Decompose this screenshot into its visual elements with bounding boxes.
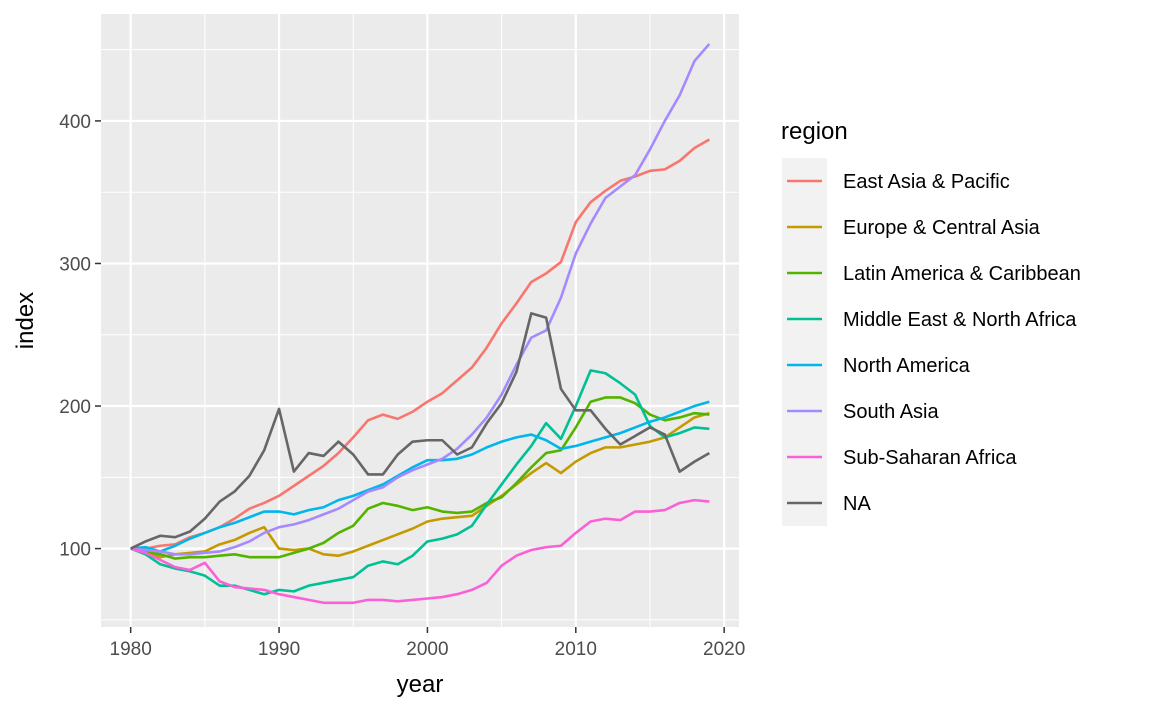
- series-line-6: [130, 498, 710, 605]
- legend-item-3: Middle East & North Africa: [787, 309, 1077, 331]
- x-tick-label: 2000: [406, 639, 448, 660]
- x-tick-label: 1980: [110, 639, 152, 660]
- legend-label: Europe & Central Asia: [843, 217, 1041, 239]
- legend-items: East Asia & Pacific Europe & Central Asia…: [787, 171, 1081, 515]
- legend-item-5: South Asia: [787, 401, 940, 423]
- series-line-2: [130, 396, 710, 560]
- legend-item-6: Sub-Saharan Africa: [787, 447, 1017, 469]
- legend-title: region: [781, 118, 848, 145]
- minor-gridlines: [101, 14, 739, 627]
- x-tick-label: 2020: [703, 639, 745, 660]
- legend-item-4: North America: [787, 355, 971, 377]
- legend-label: North America: [843, 355, 971, 377]
- legend-item-1: Europe & Central Asia: [787, 217, 1041, 239]
- y-tick-label: 300: [59, 254, 91, 275]
- legend-item-2: Latin America & Caribbean: [787, 263, 1081, 285]
- legend-label: NA: [843, 493, 871, 515]
- series-line-0: [130, 138, 710, 550]
- series-line-7: [130, 312, 710, 550]
- legend: region East Asia & Pacific Europe & Centr…: [781, 118, 1081, 526]
- legend-label: Latin America & Caribbean: [843, 263, 1081, 285]
- legend-item-0: East Asia & Pacific: [787, 171, 1010, 193]
- legend-label: Middle East & North Africa: [843, 309, 1077, 331]
- y-tick-label: 100: [59, 540, 91, 561]
- x-axis-tick-labels: 1980 1990 2000 2010 2020: [110, 639, 746, 660]
- y-axis-title: index: [12, 292, 39, 349]
- legend-key-background: [782, 158, 827, 526]
- y-axis-tick-labels: 100 200 300 400: [59, 112, 91, 561]
- series-line-3: [130, 369, 710, 596]
- legend-label: East Asia & Pacific: [843, 171, 1010, 193]
- legend-label: South Asia: [843, 401, 940, 423]
- y-tick-label: 200: [59, 397, 91, 418]
- x-axis-title: year: [397, 671, 444, 698]
- series-lines: [130, 43, 711, 605]
- legend-item-7: NA: [787, 493, 871, 515]
- axis-ticks: [95, 120, 725, 633]
- y-tick-label: 400: [59, 112, 91, 133]
- series-line-5: [130, 43, 711, 556]
- x-tick-label: 1990: [258, 639, 300, 660]
- x-tick-label: 2010: [555, 639, 597, 660]
- series-line-1: [130, 411, 710, 559]
- legend-label: Sub-Saharan Africa: [843, 447, 1017, 469]
